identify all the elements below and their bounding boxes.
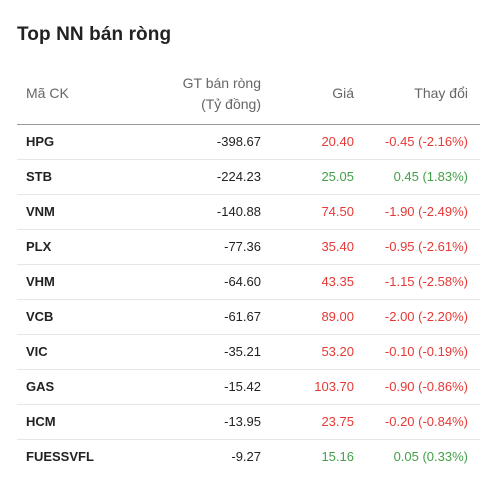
- stock-code[interactable]: HPG: [26, 134, 55, 149]
- stock-table: Mã CK GT bán ròng (Tỷ đồng) Giá Thay đổi…: [17, 66, 480, 474]
- change: -0.20 (-0.84%): [384, 414, 468, 429]
- table-row[interactable]: VHM -64.60 43.35 -1.15 (-2.58%): [17, 265, 480, 300]
- stock-code[interactable]: STB: [26, 169, 52, 184]
- net-sell-value: -13.95: [224, 414, 261, 429]
- net-sell-value: -398.67: [216, 134, 261, 149]
- stock-code[interactable]: VCB: [26, 309, 54, 324]
- price: 35.40: [321, 239, 354, 254]
- stock-code[interactable]: VHM: [26, 274, 55, 289]
- table-row[interactable]: VIC -35.21 53.20 -0.10 (-0.19%): [17, 335, 480, 370]
- stock-code[interactable]: GAS: [26, 379, 55, 394]
- price: 89.00: [321, 309, 354, 324]
- header-code: Mã CK: [26, 85, 69, 101]
- change: -0.90 (-0.86%): [384, 379, 468, 394]
- net-sell-value: -9.27: [231, 449, 261, 464]
- table-row[interactable]: PLX -77.36 35.40 -0.95 (-2.61%): [17, 230, 480, 265]
- net-sell-value: -224.23: [216, 169, 261, 184]
- change: -0.95 (-2.61%): [384, 239, 468, 254]
- net-sell-value: -140.88: [216, 204, 261, 219]
- net-sell-value: -35.21: [224, 344, 261, 359]
- stock-code[interactable]: HCM: [26, 414, 56, 429]
- stock-code[interactable]: PLX: [26, 239, 52, 254]
- price: 20.40: [321, 134, 354, 149]
- header-value-line1: GT bán ròng: [182, 75, 261, 91]
- change: -0.10 (-0.19%): [384, 344, 468, 359]
- header-net-sell-value: GT bán ròng (Tỷ đồng): [183, 73, 261, 115]
- table-row[interactable]: STB -224.23 25.05 0.45 (1.83%): [17, 160, 480, 195]
- net-sell-value: -64.60: [224, 274, 261, 289]
- table-row[interactable]: HCM -13.95 23.75 -0.20 (-0.84%): [17, 405, 480, 440]
- net-sell-value: -61.67: [224, 309, 261, 324]
- price: 25.05: [321, 169, 354, 184]
- table-row[interactable]: HPG -398.67 20.40 -0.45 (-2.16%): [17, 125, 480, 160]
- stock-code[interactable]: VIC: [26, 344, 48, 359]
- net-sell-value: -15.42: [224, 379, 261, 394]
- change: 0.05 (0.33%): [393, 449, 468, 464]
- price: 103.70: [314, 379, 354, 394]
- price: 74.50: [321, 204, 354, 219]
- price: 53.20: [321, 344, 354, 359]
- widget-title: Top NN bán ròng: [17, 24, 172, 45]
- change: -0.45 (-2.16%): [384, 134, 468, 149]
- header-price: Giá: [332, 85, 354, 101]
- price: 23.75: [321, 414, 354, 429]
- price: 15.16: [321, 449, 354, 464]
- table-row[interactable]: FUESSVFL -9.27 15.16 0.05 (0.33%): [17, 440, 480, 474]
- header-change: Thay đổi: [414, 85, 468, 101]
- change: 0.45 (1.83%): [393, 169, 468, 184]
- table-row[interactable]: VNM -140.88 74.50 -1.90 (-2.49%): [17, 195, 480, 230]
- table-row[interactable]: VCB -61.67 89.00 -2.00 (-2.20%): [17, 300, 480, 335]
- price: 43.35: [321, 274, 354, 289]
- table-header: Mã CK GT bán ròng (Tỷ đồng) Giá Thay đổi: [17, 66, 480, 125]
- net-sell-value: -77.36: [224, 239, 261, 254]
- stock-code[interactable]: FUESSVFL: [26, 449, 94, 464]
- change: -2.00 (-2.20%): [384, 309, 468, 324]
- table-row[interactable]: GAS -15.42 103.70 -0.90 (-0.86%): [17, 370, 480, 405]
- change: -1.90 (-2.49%): [384, 204, 468, 219]
- header-value-line2: (Tỷ đồng): [201, 96, 261, 112]
- stock-code[interactable]: VNM: [26, 204, 55, 219]
- change: -1.15 (-2.58%): [384, 274, 468, 289]
